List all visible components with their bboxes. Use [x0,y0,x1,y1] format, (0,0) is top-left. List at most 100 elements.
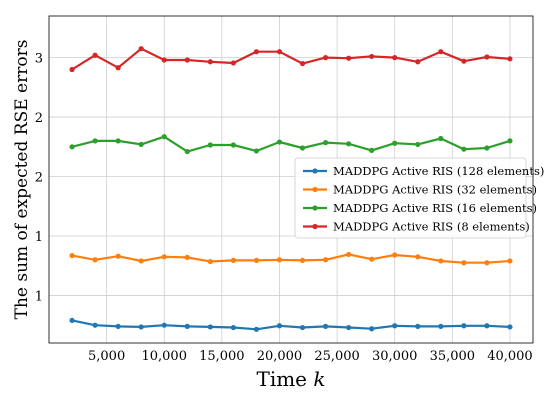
data-point [461,260,467,266]
x-tick-labels: 5,000 10,000 15,000 20,000 25,000 30,000 35,00… [88,349,533,364]
data-point [392,140,398,146]
y-tick-label: 3 [35,52,43,67]
legend-label: MADDPG Active RIS (8 elements) [333,220,530,234]
legend-box [294,157,527,239]
legend: MADDPG Active RIS (128 elements) MADDPG A… [294,157,544,239]
data-point [484,323,490,329]
data-point [230,60,236,66]
y-axis-label: The sum of expected RSE errors [12,40,32,320]
data-point [415,59,421,65]
data-point [92,257,98,263]
data-point [322,55,329,61]
data-point [115,138,121,144]
data-point [507,56,513,62]
y-tick-label: 1 [35,230,43,245]
series-1 [69,251,513,266]
data-point [438,323,444,329]
data-point [438,49,444,55]
data-point [230,142,236,148]
data-point [346,324,352,331]
data-point [276,323,283,329]
data-point [461,58,467,64]
x-tick-label: 15,000 [199,349,245,364]
legend-swatch-marker [312,186,318,193]
series-0 [69,317,513,332]
data-point [92,52,98,58]
x-tick-label: 35,000 [430,349,476,364]
data-point [276,139,283,145]
data-point [115,323,121,329]
x-tick-label: 25,000 [314,349,360,364]
data-point [69,253,75,259]
data-point [69,66,75,73]
data-point [507,258,513,264]
y-tick-labels: 1 1 2 2 3 [35,52,43,305]
y-tick-label: 1 [35,289,43,304]
data-point [161,322,167,328]
data-point [392,323,398,329]
legend-item: MADDPG Active RIS (8 elements) [303,220,530,234]
data-point [369,53,375,60]
legend-item: MADDPG Active RIS (16 elements) [303,201,537,215]
data-point [207,324,213,330]
data-point [138,141,144,148]
data-point [138,324,144,330]
data-point [299,145,306,151]
data-point [369,147,375,153]
legend-label: MADDPG Active RIS (128 elements) [333,164,544,178]
series-line [71,47,511,71]
data-point [276,257,283,263]
data-point [299,60,306,67]
y-tick-label: 2 [35,171,43,186]
data-point [253,148,260,154]
data-point [507,324,513,330]
data-point [253,257,260,263]
data-point [230,324,236,331]
data-point [461,146,467,152]
data-point [484,260,490,266]
data-point [184,254,190,260]
data-point [161,254,167,260]
data-point [92,138,98,144]
x-tick-label: 30,000 [372,349,418,364]
data-point [346,251,352,258]
series-layer [69,46,513,332]
legend-label: MADDPG Active RIS (32 elements) [333,183,537,197]
data-point [438,135,444,142]
data-point [392,252,398,258]
data-point [299,324,306,331]
data-point [276,49,283,55]
data-point [392,55,398,61]
data-point [69,144,75,150]
data-point [346,55,352,61]
legend-swatch-marker [312,205,318,211]
data-point [115,253,121,259]
x-tick-label: 5,000 [88,349,125,364]
data-point [138,258,144,264]
data-point [184,323,190,329]
data-point [184,57,190,63]
data-point [253,49,260,55]
data-point [92,322,98,328]
data-point [484,54,490,60]
data-point [207,59,213,65]
data-point [461,323,467,329]
legend-swatch-marker [312,168,318,174]
data-point [438,258,444,264]
legend-label: MADDPG Active RIS (16 elements) [333,201,537,215]
series-line [71,319,511,331]
series-2 [69,134,513,155]
series-line [71,253,511,264]
data-point [415,254,421,260]
x-tick-label: 40,000 [487,349,533,364]
y-tick-label: 2 [35,111,43,126]
data-point [207,258,213,265]
legend-item: MADDPG Active RIS (128 elements) [303,164,544,178]
data-point [369,326,375,332]
data-point [161,134,167,140]
data-point [322,140,329,146]
x-tick-label: 10,000 [141,349,187,364]
data-point [322,257,329,263]
data-point [253,326,260,332]
